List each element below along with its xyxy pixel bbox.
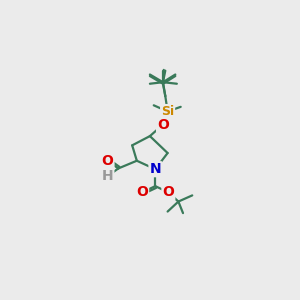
Text: O: O <box>102 154 113 168</box>
Text: N: N <box>149 162 161 176</box>
Text: H: H <box>102 169 113 183</box>
Text: O: O <box>136 185 148 199</box>
Text: O: O <box>162 185 174 199</box>
Text: Si: Si <box>161 105 174 118</box>
Text: O: O <box>157 118 169 131</box>
